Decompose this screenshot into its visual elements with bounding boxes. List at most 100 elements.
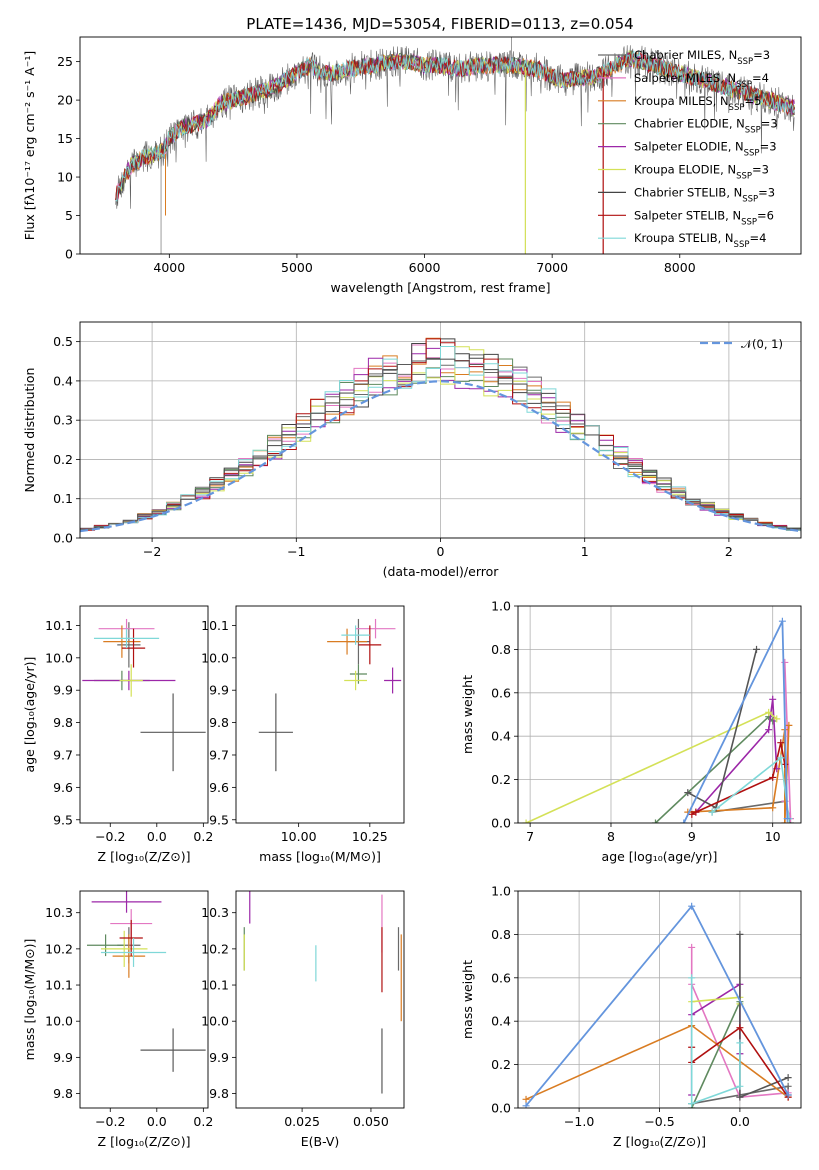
y-tick-label: 15: [57, 131, 73, 146]
x-tick-label: −2: [143, 544, 161, 559]
y-tick-label: 10.0: [201, 1014, 229, 1029]
plot-area: [82, 618, 206, 772]
y-tick-label: 0.0: [53, 531, 73, 546]
weight-marker: [783, 815, 791, 823]
legend-subscript: SSP: [736, 80, 752, 90]
x-tick-label: 8000: [664, 260, 696, 275]
x-tick-label: 9: [688, 829, 696, 844]
axes-frame: [79, 605, 209, 824]
weight-marker: [736, 1082, 744, 1090]
panel-mass-vs-metallicity: −0.2 0.0 0.2 9.8 9.9 10.0 10.1 10.2 10.3 Z [log₁₀…: [22, 890, 213, 1149]
legend-label: Kroupa ELODIE, NSSP=3: [634, 163, 769, 182]
x-tick-label: 2: [725, 544, 733, 559]
y-tick-label: 10.0: [201, 650, 229, 665]
legend-text: Salpeter ELODIE, N: [634, 140, 744, 154]
legend-count: =5: [744, 94, 761, 108]
weight-marker: [688, 902, 696, 910]
x-tick-label: 0.0: [147, 1114, 167, 1129]
y-tick-label: 5: [65, 208, 73, 223]
y-tick-label: 0.0: [491, 1101, 511, 1116]
weight-marker: [736, 1093, 744, 1101]
x-tick-label: 10.25: [352, 829, 388, 844]
y-tick-label: 10.2: [201, 941, 229, 956]
weight-marker: [522, 1102, 530, 1108]
legend-count: =3: [753, 48, 770, 62]
y-tick-label: 20: [57, 93, 73, 108]
x-tick-label: 7: [526, 829, 534, 844]
axes-frame: [517, 605, 802, 824]
weight-marker: [651, 819, 659, 823]
weight-marker: [692, 808, 700, 816]
legend-subscript: SSP: [745, 126, 761, 136]
x-tick-label: 0.025: [284, 1114, 320, 1129]
x-tick-label: 10.00: [281, 829, 317, 844]
weight-marker: [781, 760, 789, 768]
legend-subscript: SSP: [729, 103, 745, 113]
axes-frame: [235, 890, 405, 1109]
y-tick-label: 10.2: [45, 941, 73, 956]
x-tick-label: 10: [765, 829, 781, 844]
legend-text: Chabrier MILES, N: [634, 48, 737, 62]
weight-marker: [736, 1039, 744, 1047]
weight-marker: [708, 808, 716, 816]
legend-label: 𝒩(0, 1): [741, 337, 783, 351]
x-axis-label: Z [log₁₀(Z/Z⊙)]: [613, 1134, 706, 1149]
weight-marker: [773, 715, 781, 723]
legend-subscript: SSP: [734, 240, 750, 250]
normal-pdf-curve: [80, 380, 801, 533]
y-tick-label: 9.6: [209, 780, 229, 795]
weight-marker: [769, 773, 777, 781]
x-tick-label: 8: [607, 829, 615, 844]
y-axis-label: mass weight: [460, 960, 475, 1039]
panel-age-vs-metallicity: −0.2 0.0 0.2 9.5 9.6 9.7 9.8 9.9 10.0 10.1 Z [log₁…: [22, 605, 213, 864]
x-tick-label: 0.2: [193, 829, 213, 844]
legend-subscript: SSP: [741, 217, 757, 227]
axes-frame: [517, 890, 802, 1109]
y-tick-label: 10.1: [45, 618, 73, 633]
y-tick-label: 1.0: [491, 884, 511, 899]
y-tick-label: 0.4: [491, 1014, 511, 1029]
x-tick-label: 0.050: [353, 1114, 389, 1129]
weight-marker: [688, 974, 696, 982]
weight-marker: [769, 695, 777, 703]
y-tick-label: 0.2: [491, 772, 511, 787]
weight-marker: [522, 1095, 530, 1103]
legend-count: =3: [761, 117, 778, 131]
legend-subscript: SSP: [736, 172, 752, 182]
y-tick-label: 9.8: [209, 1086, 229, 1101]
axes-frame: [79, 36, 802, 255]
weight-marker: [777, 754, 785, 762]
plot-area: [258, 618, 402, 772]
y-tick-label: 9.9: [53, 683, 73, 698]
legend-count: =4: [752, 71, 769, 85]
y-tick-label: 10: [57, 170, 73, 185]
plot-area: [80, 322, 801, 538]
y-tick-label: 10.3: [45, 905, 73, 920]
legend-count: =6: [757, 208, 774, 222]
y-tick-label: 10.0: [45, 1014, 73, 1029]
axes-frame: [79, 890, 209, 1109]
x-tick-label: −0.2: [95, 829, 125, 844]
weight-marker: [736, 1024, 744, 1032]
weight-marker: [753, 645, 761, 653]
y-tick-label: 9.9: [53, 1050, 73, 1065]
y-tick-label: 9.9: [209, 683, 229, 698]
y-tick-label: 0.4: [53, 373, 73, 388]
y-tick-label: 9.7: [53, 747, 73, 762]
weight-marker: [765, 708, 773, 716]
model-line-8: [115, 50, 795, 202]
x-tick-label: 6000: [409, 260, 441, 275]
y-tick-label: 10.1: [201, 618, 229, 633]
y-tick-label: 0.8: [491, 927, 511, 942]
figure-title: PLATE=1436, MJD=53054, FIBERID=0113, z=0…: [246, 15, 633, 33]
x-tick-label: 1: [581, 544, 589, 559]
legend-label: Salpeter MILES, NSSP=4: [634, 71, 769, 90]
y-tick-label: 9.5: [209, 812, 229, 827]
legend-label: Chabrier MILES, NSSP=3: [634, 48, 770, 67]
x-axis-label: Z [log₁₀(Z/Z⊙)]: [98, 1134, 191, 1149]
legend-text: Chabrier ELODIE, N: [634, 117, 745, 131]
plot-area: [86, 891, 206, 1072]
panel-residual-histogram: −2 −1 0 1 2 0.0 0.1 0.2 0.3 0.4 0.5 (data-model)/er…: [22, 321, 802, 579]
plot-area: [243, 891, 402, 1094]
